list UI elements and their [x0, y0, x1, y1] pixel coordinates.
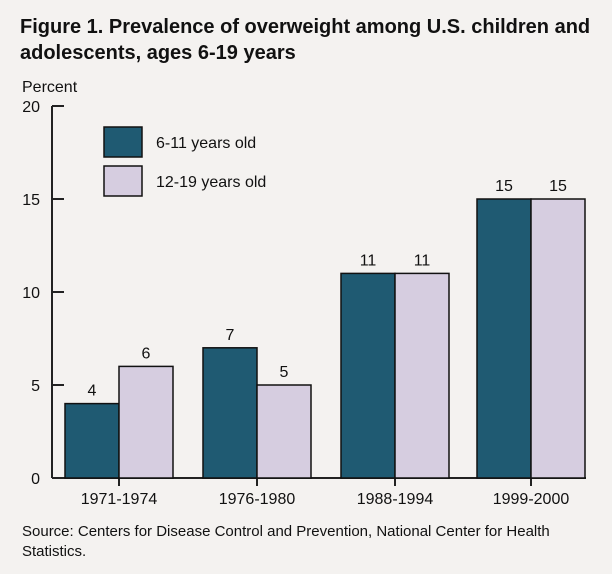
bar-12-19	[530, 198, 586, 479]
legend-swatch-6-11	[103, 126, 143, 158]
chart-title: Figure 1. Prevalence of overweight among…	[20, 16, 591, 64]
bar-12-19	[256, 384, 312, 479]
source-note: Source: Centers for Disease Control and …	[22, 523, 550, 560]
data-label: 7	[226, 327, 235, 344]
data-label: 6	[142, 345, 151, 362]
data-label: 4	[88, 383, 97, 400]
x-tick-label: 1999-2000	[493, 491, 570, 508]
data-label: 15	[495, 178, 513, 195]
data-label: 5	[280, 364, 289, 381]
legend-swatch-12-19	[103, 165, 143, 197]
x-tick-label: 1988-1994	[357, 491, 434, 508]
y-tick-label: 10	[22, 285, 40, 302]
legend-label-12-19: 12-19 years old	[156, 174, 266, 191]
bar-12-19	[118, 365, 174, 479]
bar-6-11	[202, 347, 258, 479]
bar-12-19	[394, 272, 450, 479]
y-axis-label: Percent	[22, 79, 78, 96]
data-label: 11	[360, 252, 377, 269]
bar-6-11	[476, 198, 532, 479]
data-label: 11	[414, 252, 431, 269]
y-tick-label: 20	[22, 99, 40, 116]
y-tick-label: 5	[31, 378, 40, 395]
bar-6-11	[340, 272, 396, 479]
x-tick-label: 1971-1974	[81, 491, 158, 508]
data-label: 15	[549, 178, 567, 195]
bar-6-11	[64, 402, 120, 479]
x-tick-label: 1976-1980	[219, 491, 296, 508]
legend-label-6-11: 6-11 years old	[156, 135, 256, 152]
y-tick-label: 0	[31, 471, 40, 488]
y-tick-label: 15	[22, 192, 40, 209]
